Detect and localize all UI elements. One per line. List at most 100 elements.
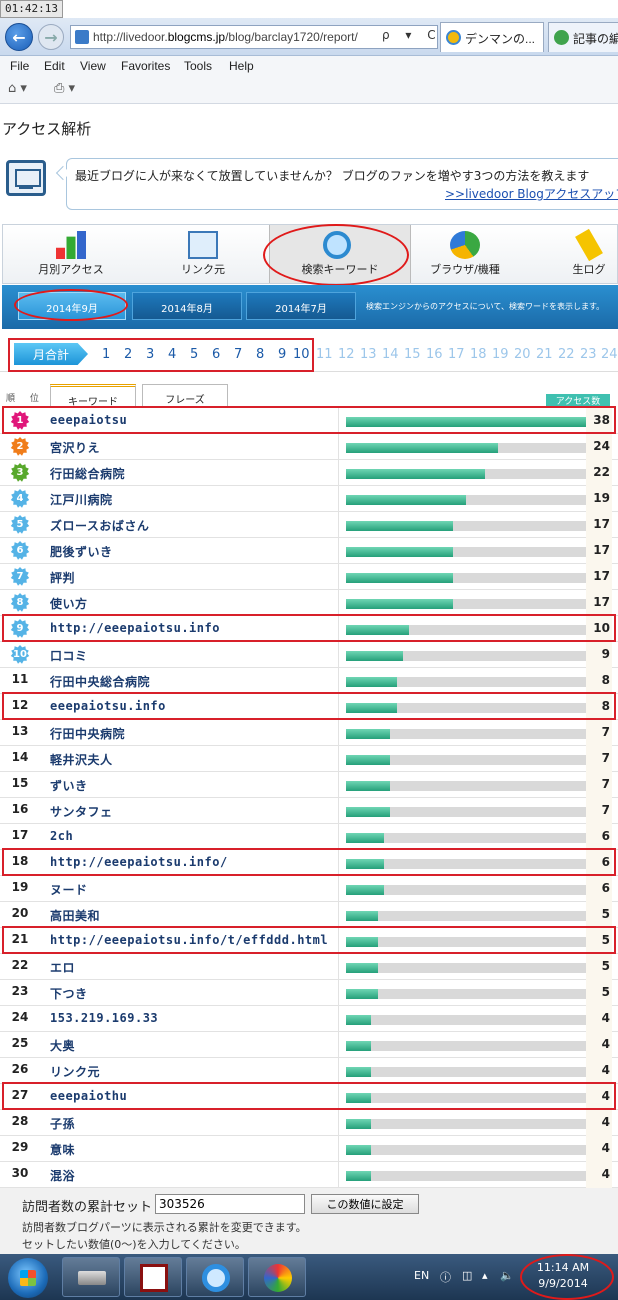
day-link[interactable]: 3 bbox=[146, 347, 155, 362]
keyword-link[interactable]: 口コミ bbox=[50, 649, 88, 663]
keyword-link[interactable]: 高田美和 bbox=[50, 909, 101, 923]
taskbar-clock-app[interactable] bbox=[124, 1257, 182, 1297]
tab-denman[interactable]: デンマンの... bbox=[440, 22, 544, 52]
keyword-link[interactable]: 意味 bbox=[50, 1143, 76, 1157]
set-counter-button[interactable]: この数値に設定 bbox=[311, 1194, 419, 1214]
day-link[interactable]: 16 bbox=[426, 347, 443, 362]
keyword-link[interactable]: エロ bbox=[50, 961, 76, 975]
show-hidden-icons-icon[interactable]: ▴ bbox=[482, 1269, 488, 1282]
day-link[interactable]: 2 bbox=[124, 347, 133, 362]
month-total-button[interactable]: 月合計 bbox=[14, 343, 88, 365]
column-divider bbox=[338, 980, 339, 1006]
month-tab-aug[interactable]: 2014年8月 bbox=[132, 292, 242, 320]
day-link[interactable]: 8 bbox=[256, 347, 265, 362]
day-link[interactable]: 5 bbox=[190, 347, 199, 362]
day-link[interactable]: 13 bbox=[360, 347, 377, 362]
forward-button[interactable]: → bbox=[38, 24, 64, 50]
access-count: 4 bbox=[586, 1058, 612, 1084]
language-indicator[interactable]: EN bbox=[414, 1269, 430, 1282]
keyword-link[interactable]: 行田中央病院 bbox=[50, 727, 126, 741]
day-link[interactable]: 21 bbox=[536, 347, 553, 362]
day-link[interactable]: 6 bbox=[212, 347, 221, 362]
day-link[interactable]: 11 bbox=[316, 347, 333, 362]
url-input[interactable]: http://livedoor.blogcms.jp/blog/barclay1… bbox=[70, 25, 438, 49]
day-link[interactable]: 12 bbox=[338, 347, 355, 362]
day-link[interactable]: 4 bbox=[168, 347, 177, 362]
day-link[interactable]: 14 bbox=[382, 347, 399, 362]
keyword-link[interactable]: 混浴 bbox=[50, 1169, 76, 1183]
menu-favorites[interactable]: Favorites bbox=[121, 59, 171, 73]
keyword-link[interactable]: リンク元 bbox=[50, 1065, 101, 1079]
promo-link[interactable]: >>livedoor Blogアクセスアップ到 bbox=[445, 187, 618, 201]
rank-number: 30 bbox=[11, 1166, 29, 1180]
bar-chart-icon bbox=[56, 231, 86, 259]
keyword-link[interactable]: 153.219.169.33 bbox=[50, 1011, 159, 1025]
day-link[interactable]: 1 bbox=[102, 347, 111, 362]
taskbar-ie[interactable] bbox=[186, 1257, 244, 1297]
tab-monthly-access[interactable]: 月別アクセス bbox=[21, 225, 121, 283]
menu-file[interactable]: File bbox=[10, 59, 30, 73]
taskbar-drive[interactable] bbox=[62, 1257, 120, 1297]
keyword-link[interactable]: 肥後ずいき bbox=[50, 545, 113, 559]
column-divider bbox=[338, 538, 339, 564]
keyword-link[interactable]: 子孫 bbox=[50, 1117, 76, 1131]
rank-number: 28 bbox=[11, 1114, 29, 1128]
tab-browser-device[interactable]: ブラウザ/機種 bbox=[415, 225, 515, 283]
rank-number: 20 bbox=[11, 906, 29, 920]
keyword-link[interactable]: 行田中央総合病院 bbox=[50, 675, 151, 689]
keyword-link[interactable]: 行田総合病院 bbox=[50, 467, 126, 481]
home-icon[interactable]: ⌂ ▾ bbox=[8, 81, 27, 96]
keyword-link[interactable]: 軽井沢夫人 bbox=[50, 753, 113, 767]
counter-label: 訪問者数の累計セット bbox=[22, 1200, 153, 1215]
menu-help[interactable]: Help bbox=[229, 59, 254, 73]
keyword-link[interactable]: 大奥 bbox=[50, 1039, 76, 1053]
keyword-link[interactable]: http://eeepaiotsu.info bbox=[50, 621, 220, 635]
keyword-tab[interactable]: キーワード bbox=[50, 384, 136, 408]
keyword-link[interactable]: 江戸川病院 bbox=[50, 493, 113, 507]
day-link[interactable]: 23 bbox=[580, 347, 597, 362]
keyword-link[interactable]: ずいき bbox=[50, 779, 88, 793]
keyword-link[interactable]: eeepaiotsu.info bbox=[50, 699, 166, 713]
volume-icon[interactable]: 🔈 bbox=[500, 1269, 514, 1282]
keyword-link[interactable]: 使い方 bbox=[50, 597, 88, 611]
start-button[interactable] bbox=[8, 1258, 48, 1298]
day-link[interactable]: 7 bbox=[234, 347, 243, 362]
keyword-link[interactable]: eeepaiotsu bbox=[50, 413, 128, 427]
keyword-link[interactable]: eeepaiothu bbox=[50, 1089, 128, 1103]
day-link[interactable]: 19 bbox=[492, 347, 509, 362]
print-icon[interactable]: ⎙ ▾ bbox=[54, 81, 76, 96]
counter-input[interactable] bbox=[155, 1194, 305, 1214]
tab-article[interactable]: 記事の編 bbox=[548, 22, 618, 52]
keyword-link[interactable]: サンタフェ bbox=[50, 805, 113, 819]
day-link[interactable]: 24 bbox=[601, 347, 618, 362]
keyword-link[interactable]: http://eeepaiotsu.info/ bbox=[50, 855, 228, 869]
month-tab-jul[interactable]: 2014年7月 bbox=[246, 292, 356, 320]
search-refresh-icons[interactable]: ρ ▾ C bbox=[382, 28, 442, 42]
keyword-link[interactable]: http://eeepaiotsu.info/t/effddd.html bbox=[50, 933, 329, 947]
day-link[interactable]: 22 bbox=[558, 347, 575, 362]
day-link[interactable]: 15 bbox=[404, 347, 421, 362]
network-icon[interactable]: ◫ bbox=[462, 1269, 473, 1282]
menu-view[interactable]: View bbox=[80, 59, 106, 73]
tab-raw-log[interactable]: 生ログ bbox=[559, 225, 618, 283]
keyword-link[interactable]: 2ch bbox=[50, 829, 74, 843]
access-bar bbox=[346, 1067, 372, 1077]
menu-edit[interactable]: Edit bbox=[44, 59, 65, 73]
keyword-link[interactable]: 評判 bbox=[50, 571, 76, 585]
back-button[interactable]: ← bbox=[5, 23, 33, 51]
menu-tools[interactable]: Tools bbox=[184, 59, 213, 73]
phrase-tab[interactable]: フレーズ bbox=[142, 384, 228, 406]
day-link[interactable]: 17 bbox=[448, 347, 465, 362]
keyword-link[interactable]: ズロースおばさん bbox=[50, 519, 150, 533]
day-link[interactable]: 20 bbox=[514, 347, 531, 362]
day-link[interactable]: 10 bbox=[293, 347, 310, 362]
keyword-link[interactable]: ヌード bbox=[50, 883, 88, 897]
keyword-link[interactable]: 下つき bbox=[50, 987, 88, 1001]
table-row: 5 ズロースおばさん 17 bbox=[0, 512, 618, 538]
day-link[interactable]: 18 bbox=[470, 347, 487, 362]
taskbar-paint[interactable] bbox=[248, 1257, 306, 1297]
tab-referrer[interactable]: リンク元 bbox=[153, 225, 253, 283]
help-icon[interactable]: ⓘ bbox=[440, 1271, 451, 1284]
day-link[interactable]: 9 bbox=[278, 347, 287, 362]
keyword-link[interactable]: 宮沢りえ bbox=[50, 441, 101, 455]
